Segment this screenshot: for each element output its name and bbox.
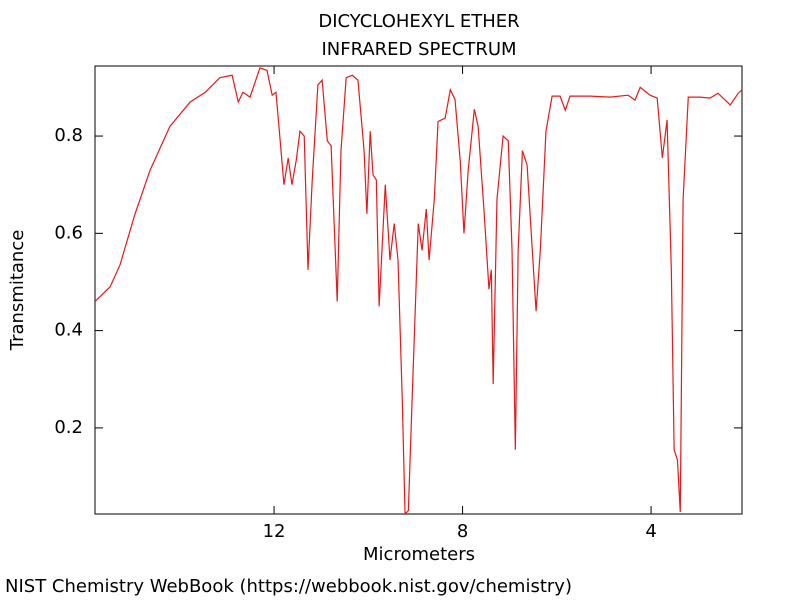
y-tick-label: 0.8 bbox=[54, 125, 83, 146]
chart-subtitle: INFRARED SPECTRUM bbox=[321, 39, 516, 60]
plot-frame bbox=[94, 65, 743, 515]
x-tick-label: 8 bbox=[457, 521, 468, 542]
y-tick-label: 0.2 bbox=[54, 417, 83, 438]
y-tick-label: 0.6 bbox=[54, 222, 83, 243]
x-axis-label: Micrometers bbox=[363, 544, 475, 565]
y-axis-label: Transmitance bbox=[7, 230, 28, 352]
spectrum-line bbox=[95, 67, 742, 514]
chart-title: DICYCLOHEXYL ETHER bbox=[318, 11, 519, 32]
x-tick-label: 4 bbox=[645, 521, 656, 542]
source-note: NIST Chemistry WebBook (https://webbook.… bbox=[5, 576, 572, 597]
y-tick-label: 0.4 bbox=[54, 320, 83, 341]
x-tick-label: 12 bbox=[263, 521, 286, 542]
